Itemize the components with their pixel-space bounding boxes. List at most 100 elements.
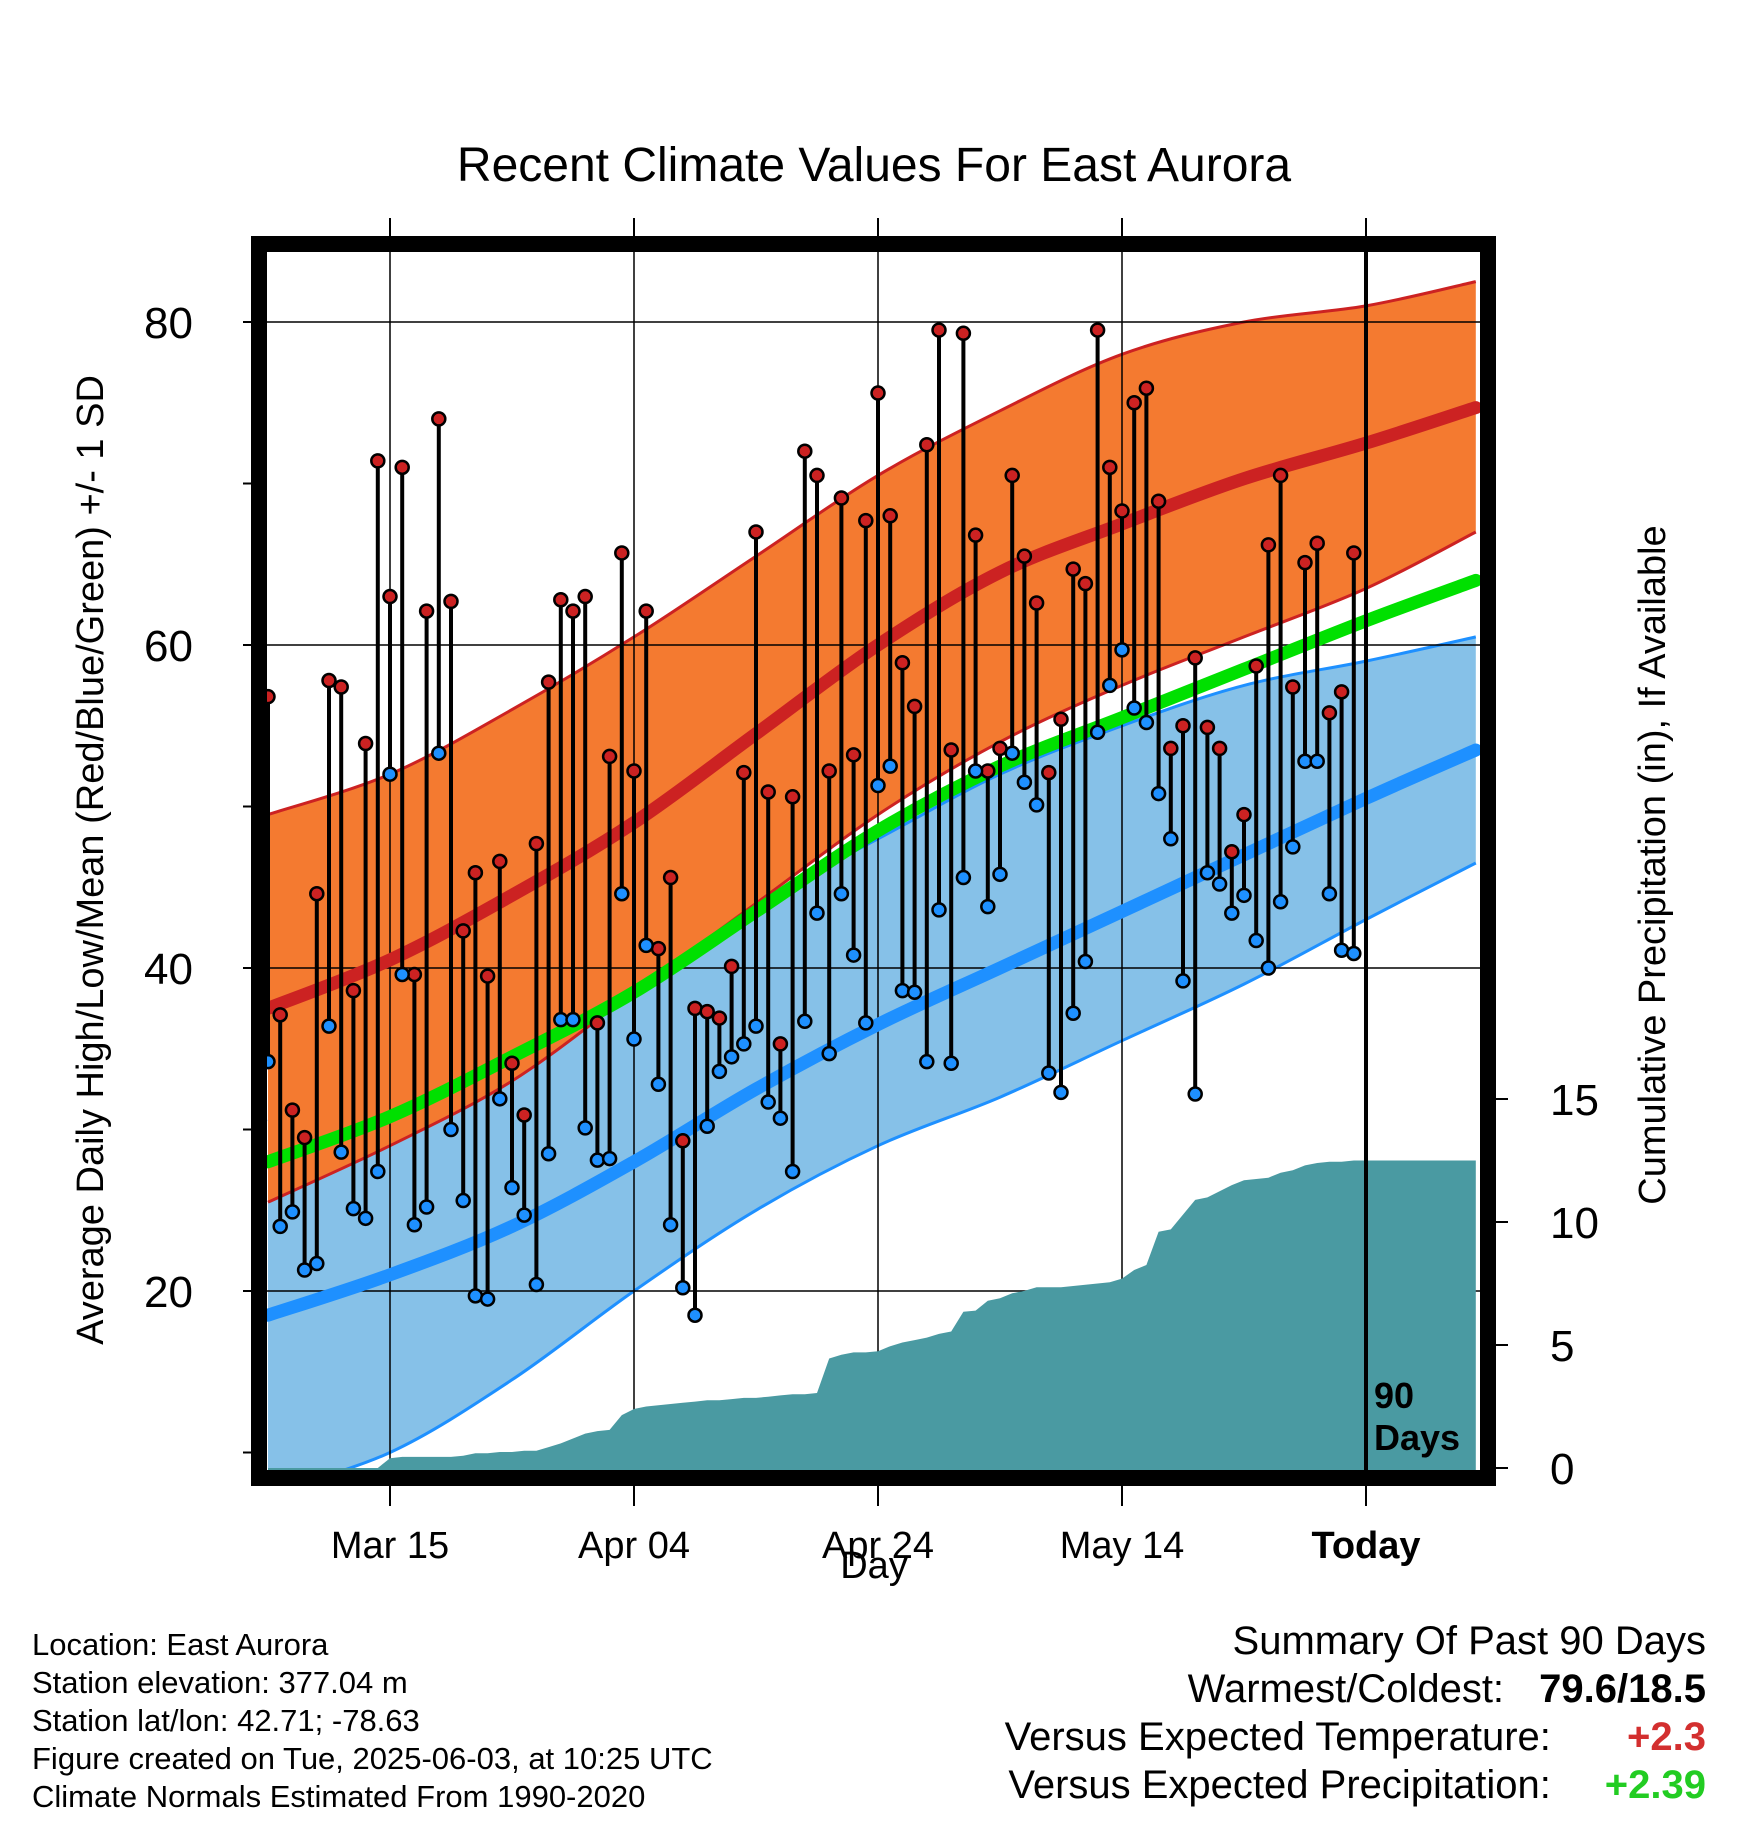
y2-tick-label: 5 [1550, 1322, 1574, 1371]
observed-high-point [1065, 561, 1081, 577]
observed-low-point [309, 1255, 325, 1272]
y-tick-label: 20 [144, 1268, 193, 1317]
observed-high-point [1114, 503, 1130, 519]
observed-low-point [467, 1288, 484, 1304]
created-text: Figure created on Tue, 2025-06-03, at 10… [32, 1741, 713, 1776]
observed-high-point [467, 864, 484, 881]
observed-low-point [1028, 797, 1045, 813]
observed-low-point [455, 1192, 471, 1209]
observed-high-point [1333, 684, 1350, 700]
observed-low-point [492, 1091, 508, 1107]
observed-high-point [1297, 554, 1313, 571]
observed-low-point [540, 1145, 557, 1162]
observed-high-point [1089, 322, 1106, 338]
observed-high-point [748, 524, 764, 540]
observed-low-point [650, 1076, 667, 1093]
observed-low-point [394, 966, 410, 983]
latlon-text: Station lat/lon: 42.71; -78.63 [32, 1703, 420, 1738]
observed-high-point [1309, 535, 1325, 552]
observed-low-point [296, 1262, 313, 1278]
observed-high-point [1199, 719, 1216, 736]
observed-low-point [906, 984, 923, 1000]
observed-low-point [1333, 942, 1350, 958]
observed-high-point [772, 1036, 789, 1052]
observed-low-point [479, 1291, 496, 1307]
observed-high-point [1175, 718, 1191, 734]
observed-high-point [614, 545, 630, 561]
location-text: Location: East Aurora [32, 1627, 329, 1662]
observed-high-point [589, 1015, 606, 1031]
observed-high-point [723, 958, 740, 975]
observed-low-point [748, 1018, 764, 1034]
today-days-label: Days [1374, 1417, 1460, 1458]
observed-low-point [443, 1121, 459, 1138]
observed-high-point [528, 835, 545, 852]
observed-low-point [370, 1163, 386, 1180]
observed-high-point [1138, 380, 1155, 396]
precip-value: +2.39 [1604, 1763, 1706, 1807]
observed-high-point [1346, 545, 1362, 561]
observed-high-point [931, 322, 947, 338]
observed-high-point [967, 527, 984, 543]
observed-low-point [1199, 864, 1216, 881]
y-axis-label: Average Daily High/Low/Mean (Red/Blue/Gr… [70, 375, 112, 1345]
observed-high-point [1236, 806, 1252, 823]
observed-low-point [1053, 1084, 1069, 1101]
observed-high-point [296, 1129, 313, 1146]
normal-high-band-lower-edge [267, 530, 1477, 1204]
summary-panel: Summary Of Past 90 Days Warmest/Coldest:… [1005, 1617, 1706, 1809]
warmest-label: Warmest/Coldest: [1187, 1667, 1505, 1711]
observed-low-point [797, 1013, 813, 1030]
observed-low-point [321, 1018, 337, 1034]
observed-high-point [577, 588, 593, 605]
observed-high-point [955, 325, 972, 342]
observed-low-point [418, 1199, 435, 1215]
normal-high-band-upper-edge [267, 280, 1477, 817]
observed-low-point [1260, 960, 1277, 976]
observed-low-point [1211, 876, 1228, 892]
elevation-text: Station elevation: 377.04 m [32, 1665, 408, 1700]
y2-tick-label: 10 [1550, 1199, 1599, 1248]
observed-low-point [345, 1200, 362, 1217]
observed-low-point [1016, 774, 1033, 791]
observed-low-point [723, 1049, 740, 1065]
x-tick-label: Mar 15 [331, 1525, 449, 1567]
observed-low-point [1089, 724, 1106, 740]
observed-high-point [870, 385, 886, 401]
observed-low-point [980, 898, 996, 915]
observed-high-point [516, 1107, 532, 1123]
observed-low-point [1138, 714, 1155, 731]
precip-row: Versus Expected Precipitation: +2.39 [1005, 1761, 1706, 1809]
observed-high-point [540, 674, 557, 690]
observed-low-point [601, 1150, 618, 1167]
observed-low-point [1150, 785, 1167, 802]
observed-low-point [955, 869, 972, 886]
observed-high-point [455, 923, 471, 939]
observed-low-point [1187, 1086, 1203, 1102]
observed-high-point [357, 735, 374, 752]
observed-low-point [870, 777, 886, 794]
observed-low-point [357, 1210, 374, 1227]
observed-high-point [1041, 764, 1057, 781]
observed-high-point [1163, 740, 1179, 757]
observed-high-point [1285, 679, 1301, 695]
observed-high-point [345, 982, 362, 999]
y-tick-label: 60 [144, 622, 193, 671]
observed-low-point [845, 947, 862, 963]
normal-high-band [268, 281, 1476, 1203]
observed-high-point [284, 1102, 301, 1118]
observed-low-point [1236, 887, 1252, 904]
observed-low-point [919, 1053, 935, 1070]
observed-low-point [760, 1094, 776, 1110]
observed-high-point [736, 764, 752, 781]
warmest-value: 79.6/18.5 [1539, 1667, 1706, 1711]
observed-low-point [504, 1179, 520, 1196]
observed-high-point [601, 748, 618, 765]
observed-low-point [992, 866, 1008, 883]
observed-high-point [382, 588, 398, 605]
observed-high-point [492, 853, 508, 870]
observed-high-point [1187, 650, 1203, 666]
observed-high-point [638, 603, 654, 619]
observed-low-point [821, 1045, 837, 1062]
observed-high-point [1004, 467, 1020, 484]
